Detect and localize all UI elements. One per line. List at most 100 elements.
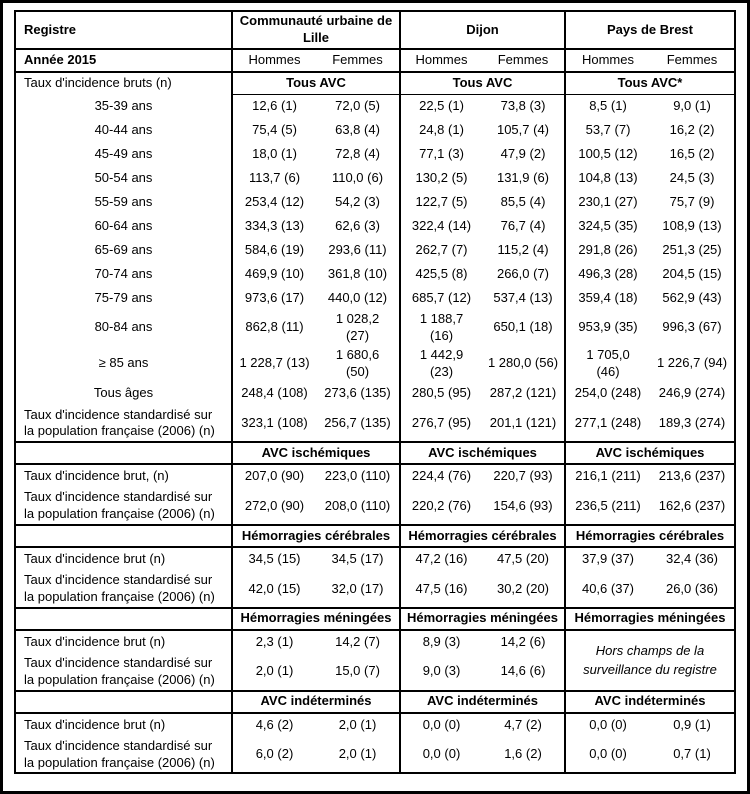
value-cell: 24,5 (3) (669, 169, 715, 185)
table-row: Taux d'incidence standardisé sur la popu… (15, 736, 735, 775)
value-cell: 73,8 (3) (500, 97, 546, 113)
value-cell: 4,6 (2) (231, 712, 316, 737)
table-row: Tous âges 248,4 (108) 273,6 (135) 280,5 (95… (15, 381, 735, 406)
value-cell: 0,0 (0) (564, 712, 650, 737)
value-cell: 213,6 (237) (658, 468, 726, 484)
value-cell: 75,7 (9) (669, 193, 715, 209)
value-cell: 0,0 (0) (564, 736, 650, 775)
table-row: 35-39 ans 12,6 (1) 72,0 (5) 22,5 (1) 73,8 (3… (15, 94, 735, 118)
value-cell: 72,0 (5) (335, 97, 380, 113)
value-cell: 2,0 (1) (316, 736, 400, 775)
value-cell: 34,5 (17) (331, 551, 384, 567)
value-cell: 8,5 (1) (564, 94, 650, 118)
column-header-region-lille: Communauté urbaine de Lille (231, 11, 400, 50)
value-cell: 251,3 (25) (662, 241, 722, 257)
value-cell: 32,0 (17) (316, 571, 400, 609)
value-cell: 236,5 (211) (564, 488, 650, 527)
value-cell: 22,5 (1) (399, 94, 482, 118)
value-cell: 1 226,7 (94) (656, 355, 728, 371)
value-cell: 47,5 (16) (399, 571, 482, 609)
value-cell: 323,1 (108) (231, 405, 316, 444)
table-header-row: Registre Communauté urbaine de Lille Dij… (15, 11, 735, 50)
row-label: Taux d'incidence standardisé sur la popu… (15, 736, 232, 775)
value-cell: 254,0 (248) (564, 381, 650, 406)
value-cell: 24,8 (1) (399, 118, 482, 142)
value-cell: 72,8 (4) (335, 145, 380, 161)
table-row: 40-44 ans 75,4 (5) 63,8 (4) 24,8 (1) 105,7 (… (15, 118, 735, 142)
table-row: Taux d'incidence standardisé sur la popu… (15, 653, 735, 692)
section-header-row: Hémorragies cérébrales Hémorragies cérébr… (15, 524, 735, 549)
value-cell: 1 028,2 (27) (335, 311, 380, 343)
value-cell: 973,6 (17) (231, 286, 316, 310)
value-cell: 220,2 (76) (399, 488, 482, 527)
row-label: 60-64 ans (94, 217, 153, 233)
value-cell: 562,9 (43) (662, 289, 722, 305)
section-title: AVC ischémiques (231, 441, 400, 466)
value-cell: 105,7 (4) (496, 121, 550, 137)
row-label: Taux d'incidence brut (n) (24, 633, 166, 649)
table-row: Taux d'incidence brut (n) 4,6 (2) 2,0 (1) 0… (15, 712, 735, 737)
row-label: 40-44 ans (94, 121, 153, 137)
note-cell: Hors champs de la surveillance du regist… (564, 629, 735, 691)
value-cell: 996,3 (67) (662, 319, 722, 335)
value-cell: 224,4 (76) (399, 464, 482, 489)
value-cell: 248,4 (108) (231, 381, 316, 406)
section-title: Hémorragies cérébrales (564, 524, 735, 549)
column-header-registre: Registre (15, 11, 232, 50)
row-label: Taux d'incidence standardisé sur la popu… (15, 488, 232, 527)
row-label: 55-59 ans (94, 193, 153, 209)
value-cell: 47,2 (16) (399, 547, 482, 572)
column-header-region-dijon: Dijon (399, 11, 565, 50)
value-cell: 34,5 (15) (231, 547, 316, 572)
row-label: Taux d'incidence standardisé sur la popu… (15, 653, 232, 692)
value-cell: 287,2 (121) (489, 385, 557, 401)
value-cell: 277,1 (248) (564, 405, 650, 444)
value-cell: 62,6 (3) (335, 217, 380, 233)
value-cell: 324,5 (35) (564, 214, 650, 238)
value-cell: 37,9 (37) (564, 547, 650, 572)
incidence-table: Registre Communauté urbaine de Lille Dij… (14, 10, 736, 775)
value-cell: 130,2 (5) (399, 166, 482, 190)
value-cell: 113,7 (6) (231, 166, 316, 190)
value-cell: 18,0 (1) (231, 142, 316, 166)
table-row: 65-69 ans 584,6 (19) 293,6 (11) 262,7 (7) 11… (15, 238, 735, 262)
row-label: Taux d'incidence standardisé sur la popu… (15, 571, 232, 609)
value-cell: 262,7 (7) (399, 238, 482, 262)
value-cell: 77,1 (3) (399, 142, 482, 166)
value-cell: 207,0 (90) (231, 464, 316, 489)
value-cell: 272,0 (90) (231, 488, 316, 527)
value-cell: 47,9 (2) (500, 145, 546, 161)
row-label: 75-79 ans (94, 289, 153, 305)
value-cell: 1 705,0 (46) (564, 345, 650, 382)
row-label: 80-84 ans (94, 319, 153, 335)
value-cell: 131,9 (6) (496, 169, 550, 185)
section-left-label (15, 689, 232, 714)
table-row: 70-74 ans 469,9 (10) 361,8 (10) 425,5 (8) 26… (15, 262, 735, 286)
value-cell: 30,2 (20) (482, 571, 565, 609)
row-label: Taux d'incidence standardisé sur la popu… (15, 405, 232, 444)
value-cell: 276,7 (95) (399, 405, 482, 444)
value-cell: 280,5 (95) (399, 381, 482, 406)
section-title: Hémorragies méningées (399, 606, 565, 631)
section-left-label (15, 606, 232, 631)
value-cell: 189,3 (274) (650, 405, 735, 444)
value-cell: 8,9 (3) (399, 629, 482, 654)
value-cell: 53,7 (7) (564, 118, 650, 142)
value-cell: 584,6 (19) (231, 238, 316, 262)
column-header-sex: Femmes (482, 49, 565, 73)
row-label: 65-69 ans (94, 241, 153, 257)
section-left-label (15, 441, 232, 466)
value-cell: 9,0 (1) (673, 97, 711, 113)
value-cell: 1 188,7 (16) (399, 310, 482, 346)
value-cell: 291,8 (26) (564, 238, 650, 262)
section-title: AVC ischémiques (399, 441, 565, 466)
table-row: 75-79 ans 973,6 (17) 440,0 (12) 685,7 (12) 5… (15, 286, 735, 310)
value-cell: 85,5 (4) (500, 193, 546, 209)
value-cell: 216,1 (211) (564, 464, 650, 489)
value-cell: 246,9 (274) (658, 385, 726, 401)
value-cell: 266,0 (7) (496, 265, 550, 281)
section-header-row: AVC ischémiques AVC ischémiques AVC ischém… (15, 441, 735, 466)
value-cell: 110,0 (6) (331, 169, 384, 185)
value-cell: 26,0 (36) (650, 571, 735, 609)
